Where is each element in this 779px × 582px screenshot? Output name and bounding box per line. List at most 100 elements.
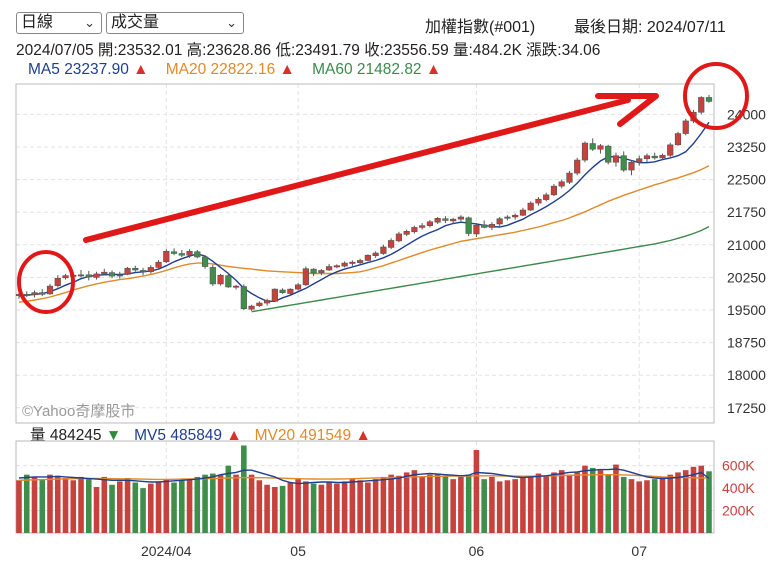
volume-bar <box>264 484 270 533</box>
volume-bar <box>651 479 658 533</box>
volume-bar <box>442 475 449 533</box>
candle-body <box>488 224 496 228</box>
volume-axis-labels: 600K 400K 200K <box>722 458 755 519</box>
volume-bar <box>535 473 542 533</box>
candle-body <box>31 292 38 296</box>
volume-bar <box>101 476 108 533</box>
candle-body <box>186 251 193 256</box>
candle-body <box>357 260 364 263</box>
volume-bar <box>186 479 193 533</box>
volume-bar <box>233 474 239 533</box>
price-tick-label: 21750 <box>727 204 766 220</box>
candle-body <box>620 155 627 171</box>
volume-bar <box>473 449 480 533</box>
mv20-legend: MV20 491549 <box>255 427 356 444</box>
ohlc-change: 漲跌:34.06 <box>526 42 601 59</box>
volume-bar <box>85 479 92 533</box>
vol-legend: 量 484245 ▼ MV5 485849 ▲ MV20 491549 ▲ <box>30 423 371 445</box>
volume-bar <box>62 478 69 533</box>
candle-body <box>240 286 247 309</box>
volume-bar <box>357 480 363 533</box>
candle-body <box>225 275 232 288</box>
volume-bar <box>589 467 596 533</box>
volume-bar <box>682 470 689 533</box>
volume-bar <box>427 474 433 533</box>
chevron-down-icon: ⌄ <box>84 15 95 30</box>
volume-bar <box>667 474 674 533</box>
candle-body <box>217 274 224 285</box>
volume-bar <box>675 472 681 533</box>
candle-body <box>85 274 92 278</box>
mv20-up-icon: ▲ <box>355 427 371 444</box>
candle-body <box>550 185 558 196</box>
ma5-legend: MA5 23237.90 <box>28 61 133 78</box>
volume-bar <box>504 480 511 533</box>
candle-body <box>566 172 573 183</box>
candle-body <box>295 284 302 290</box>
candle-body <box>372 252 379 256</box>
mv5-line <box>18 468 710 485</box>
candle-body <box>589 143 596 150</box>
mv5-up-icon: ▲ <box>226 427 242 444</box>
candle-body <box>628 161 635 171</box>
price-tick-label: 23250 <box>727 139 766 155</box>
indicator-select[interactable]: 成交量 ⌄ <box>106 12 244 34</box>
volume-bar <box>279 485 286 533</box>
candle-body <box>132 267 139 271</box>
candle-body <box>395 233 402 242</box>
volume-bar <box>202 474 208 533</box>
price-tick-label: 22500 <box>727 172 766 188</box>
volume-bar <box>636 481 643 533</box>
candle-body <box>15 294 23 296</box>
candle-body <box>403 231 410 235</box>
candle-body <box>232 285 240 288</box>
volume-bar <box>349 479 356 533</box>
candle-body <box>23 294 30 296</box>
candle-body <box>473 224 480 235</box>
price-tick-label: 18000 <box>727 367 766 383</box>
candle-body <box>643 155 651 160</box>
volume-bar <box>372 479 379 533</box>
volume-panel-frame <box>15 440 715 534</box>
ohlc-volume: 量:484.2K <box>453 42 522 59</box>
candle-body <box>426 221 433 226</box>
ohlc-line: 2024/07/05 開:23532.01 高:23628.86 低:23491… <box>16 38 600 60</box>
ma60-legend: MA60 21482.82 <box>312 61 426 78</box>
candle-body <box>116 274 123 277</box>
price-tick-label: 18750 <box>727 335 766 351</box>
volume-bar <box>605 474 612 533</box>
candle-body <box>147 267 154 273</box>
candle-body <box>178 253 185 256</box>
price-panel-frame <box>15 83 715 424</box>
ma60-up-icon: ▲ <box>425 61 442 78</box>
volume-bar <box>543 475 549 533</box>
date-tick-label: 05 <box>290 543 306 559</box>
candle-body <box>201 256 209 267</box>
volume-bar <box>54 475 61 533</box>
volume-bar <box>31 476 38 533</box>
period-select[interactable]: 日線 ⌄ <box>16 12 102 34</box>
volume-bar <box>140 488 146 533</box>
volume-bar <box>512 479 518 533</box>
candle-body <box>256 302 263 306</box>
volume-bar <box>148 483 154 533</box>
volume-bar <box>93 487 100 533</box>
ma5-label: MA5 <box>28 61 60 78</box>
candle-body <box>318 270 325 273</box>
volume-bar <box>558 470 565 533</box>
candle-body <box>651 155 658 159</box>
volume-bar <box>303 481 309 533</box>
candle-body <box>481 224 488 228</box>
volume-bar <box>582 465 588 533</box>
volume-bar <box>78 476 84 533</box>
candle-body <box>512 214 519 218</box>
candle-body <box>248 305 255 310</box>
candle-body <box>465 217 472 234</box>
candle-body <box>163 251 170 263</box>
volume-bar <box>318 484 325 533</box>
candle-body <box>612 155 620 163</box>
volume-bar <box>419 476 425 533</box>
volume-bar <box>613 464 619 533</box>
volume-bar <box>210 473 216 533</box>
ma60-label: MA60 <box>312 61 353 78</box>
